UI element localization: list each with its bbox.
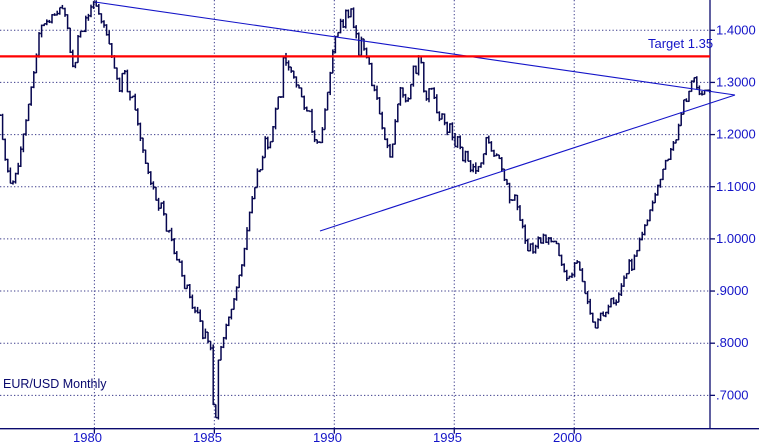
svg-text:EUR/USD Monthly: EUR/USD Monthly	[3, 377, 107, 391]
svg-text:1995: 1995	[433, 430, 462, 445]
svg-text:1.1000: 1.1000	[716, 179, 756, 194]
svg-text:1980: 1980	[73, 430, 102, 445]
svg-text:1.3000: 1.3000	[716, 75, 756, 90]
svg-text:1990: 1990	[313, 430, 342, 445]
svg-text:1.4000: 1.4000	[716, 23, 756, 38]
svg-text:.9000: .9000	[716, 283, 749, 298]
svg-text:1985: 1985	[193, 430, 222, 445]
svg-text:.8000: .8000	[716, 335, 749, 350]
svg-text:2000: 2000	[553, 430, 582, 445]
svg-text:.7000: .7000	[716, 387, 749, 402]
svg-text:1.0000: 1.0000	[716, 231, 756, 246]
svg-text:Target 1.35: Target 1.35	[648, 36, 713, 51]
svg-text:1.2000: 1.2000	[716, 127, 756, 142]
